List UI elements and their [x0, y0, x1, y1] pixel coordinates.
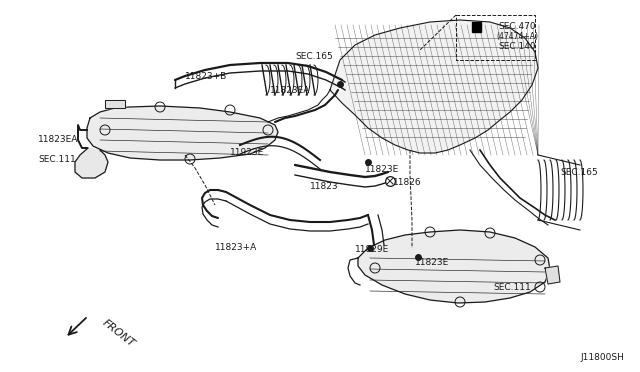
Text: 11823: 11823	[310, 182, 339, 191]
Text: 11823EA: 11823EA	[38, 135, 78, 144]
Text: 11826: 11826	[393, 178, 422, 187]
Text: SEC.470: SEC.470	[498, 22, 536, 31]
Text: 11829E: 11829E	[355, 245, 389, 254]
Text: SEC.165: SEC.165	[295, 52, 333, 61]
Text: FRONT: FRONT	[100, 318, 136, 349]
Text: 11823+B: 11823+B	[185, 72, 227, 81]
Text: 11823E: 11823E	[365, 165, 399, 174]
Polygon shape	[87, 106, 278, 160]
Text: 11823E: 11823E	[415, 258, 449, 267]
Polygon shape	[330, 20, 538, 153]
Text: 11823EA: 11823EA	[270, 86, 310, 95]
Text: (47474+A): (47474+A)	[496, 32, 538, 41]
Text: SEC.165: SEC.165	[560, 168, 598, 177]
Polygon shape	[545, 266, 560, 284]
Text: 11923E: 11923E	[230, 148, 264, 157]
Polygon shape	[75, 148, 108, 178]
Text: 11823+A: 11823+A	[215, 243, 257, 252]
Text: SEC.140: SEC.140	[498, 42, 536, 51]
Text: SEC.111: SEC.111	[493, 283, 531, 292]
Polygon shape	[358, 230, 550, 303]
Text: J11800SH: J11800SH	[580, 353, 624, 362]
Polygon shape	[472, 22, 481, 32]
Polygon shape	[105, 100, 125, 108]
Text: SEC.111: SEC.111	[38, 155, 76, 164]
